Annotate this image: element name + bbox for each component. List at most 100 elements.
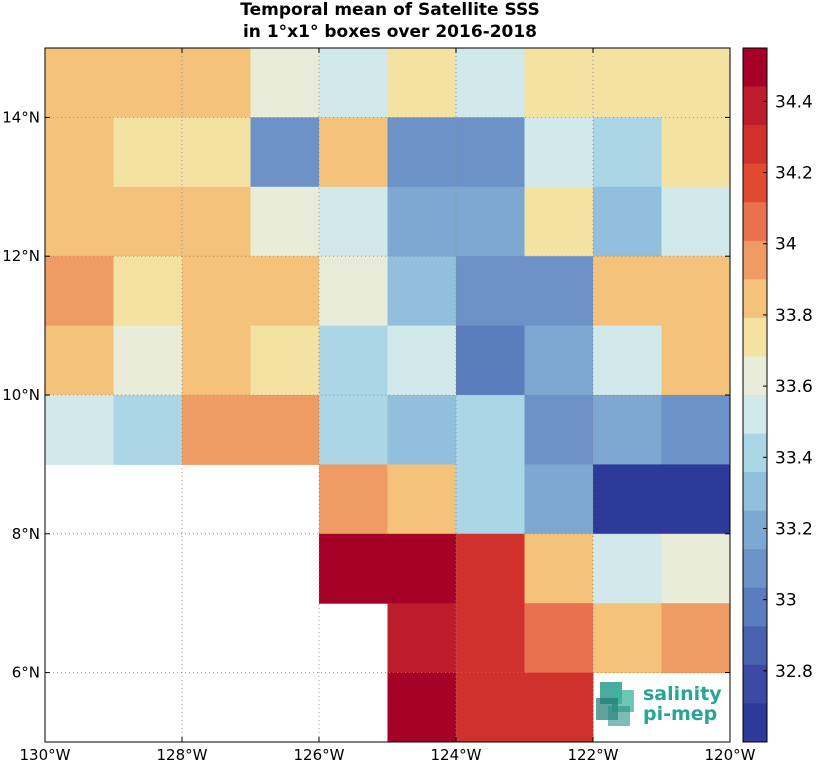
heatmap-cell xyxy=(524,533,594,604)
colorbar-segment xyxy=(743,279,767,319)
heatmap-cell xyxy=(593,325,662,396)
heatmap-cell xyxy=(661,603,731,674)
colorbar-segment xyxy=(743,472,767,512)
x-tick-label: 124°W xyxy=(431,746,482,763)
y-tick-label: 8°N xyxy=(12,525,40,543)
heatmap-cell xyxy=(387,325,457,396)
heatmap-cell xyxy=(387,48,457,118)
colorbar-segment xyxy=(743,202,767,242)
colorbar: 34.4 34.2 34 33.8 33.6 33.4 33.2 33 32.8 xyxy=(742,47,813,743)
heatmap-cell xyxy=(113,395,183,465)
heatmap-cell xyxy=(250,256,320,327)
logo-line-1: salinity xyxy=(643,683,722,705)
colorbar-segment xyxy=(743,433,767,473)
colorbar-segment xyxy=(743,587,767,627)
colorbar-segment xyxy=(743,86,767,126)
heatmap-cell xyxy=(319,325,388,396)
heatmap-cell xyxy=(250,395,320,465)
heatmap-cell xyxy=(593,464,662,535)
axis-ticks: 130°W 128°W 126°W 124°W 122°W 120°W 6°N 8°N 10°N… xyxy=(2,48,756,763)
heatmap-cell xyxy=(113,256,183,327)
chart-title: Temporal mean of Satellite SSS xyxy=(240,0,540,20)
heatmap-cell xyxy=(319,395,388,465)
colorbar-segment xyxy=(743,356,767,396)
heatmap-cell xyxy=(250,48,320,118)
heatmap-cell xyxy=(661,464,731,535)
heatmap-cell xyxy=(661,256,731,327)
chart-subtitle: in 1°x1° boxes over 2016-2018 xyxy=(242,22,538,42)
colorbar-tick-label: 33 xyxy=(775,591,797,611)
heatmap-cell xyxy=(524,603,594,674)
heatmap-cell xyxy=(524,117,594,188)
heatmap-cell xyxy=(661,186,731,257)
heatmap-cell xyxy=(319,256,388,327)
logo-line-2: pi-mep xyxy=(643,703,717,725)
heatmap-cell xyxy=(593,117,662,188)
heatmap-cell xyxy=(387,117,457,188)
salinity-pi-mep-logo: salinity pi-mep xyxy=(596,682,722,726)
heatmap-cell xyxy=(524,186,594,257)
heatmap-cell xyxy=(524,256,594,327)
colorbar-segment xyxy=(743,125,767,165)
heatmap-cell xyxy=(524,325,594,396)
heatmap-cell xyxy=(524,48,594,118)
heatmap-cell xyxy=(113,48,183,118)
heatmap-cell xyxy=(250,325,320,396)
heatmap-cell xyxy=(387,256,457,327)
colorbar-segment xyxy=(743,549,767,589)
heatmap-cell xyxy=(45,48,114,118)
heatmap-cell xyxy=(387,603,457,674)
colorbar-tick-label: 34.2 xyxy=(775,164,813,184)
x-tick-label: 126°W xyxy=(294,746,345,763)
colorbar-segment xyxy=(743,163,767,203)
colorbar-tick-label: 33.8 xyxy=(775,306,813,326)
heatmap-cell xyxy=(593,256,662,327)
heatmap-cell xyxy=(250,117,320,188)
colorbar-tick-label: 33.6 xyxy=(775,377,813,397)
heatmap-cell xyxy=(45,256,114,327)
heatmap-cell xyxy=(456,464,525,535)
heatmap-cell xyxy=(661,325,731,396)
heatmap-cell xyxy=(456,533,525,604)
colorbar-segment xyxy=(743,317,767,357)
heatmap-cell xyxy=(456,117,525,188)
heatmap-cell xyxy=(182,395,251,465)
heatmap-cell xyxy=(387,186,457,257)
heatmap-cell xyxy=(45,395,114,465)
heatmap-cell xyxy=(45,117,114,188)
logo-cube-icon xyxy=(596,682,634,726)
heatmap-cell xyxy=(182,325,251,396)
heatmap-cell xyxy=(182,186,251,257)
heatmap-cell xyxy=(456,186,525,257)
colorbar-segment xyxy=(743,664,767,704)
heatmap-cell xyxy=(524,464,594,535)
colorbar-tick-label: 34.4 xyxy=(775,92,813,112)
x-tick-label: 120°W xyxy=(705,746,756,763)
colorbar-frame xyxy=(742,47,768,743)
colorbar-tick-label: 33.4 xyxy=(775,448,813,468)
y-tick-label: 10°N xyxy=(2,386,40,404)
heatmap-cell xyxy=(456,395,525,465)
heatmap-cell xyxy=(456,256,525,327)
heatmap-cell xyxy=(456,603,525,674)
colorbar-segment xyxy=(743,703,767,743)
heatmap-cell xyxy=(319,464,388,535)
heatmap-cell xyxy=(250,186,320,257)
heatmap-cell xyxy=(593,48,662,118)
heatmap-cell xyxy=(319,48,388,118)
heatmap-cell xyxy=(45,325,114,396)
heatmap-cell xyxy=(182,117,251,188)
heatmap-cell xyxy=(387,395,457,465)
heatmap-cell xyxy=(456,672,525,743)
heatmap-cells xyxy=(45,48,731,743)
heatmap-cell xyxy=(319,186,388,257)
colorbar-segment xyxy=(743,510,767,550)
heatmap-cell xyxy=(182,48,251,118)
y-tick-label: 14°N xyxy=(2,108,40,126)
heatmap-cell xyxy=(456,325,525,396)
heatmap-cell xyxy=(524,672,594,743)
colorbar-segment xyxy=(743,395,767,435)
heatmap-cell xyxy=(113,325,183,396)
heatmap-cell xyxy=(456,48,525,118)
